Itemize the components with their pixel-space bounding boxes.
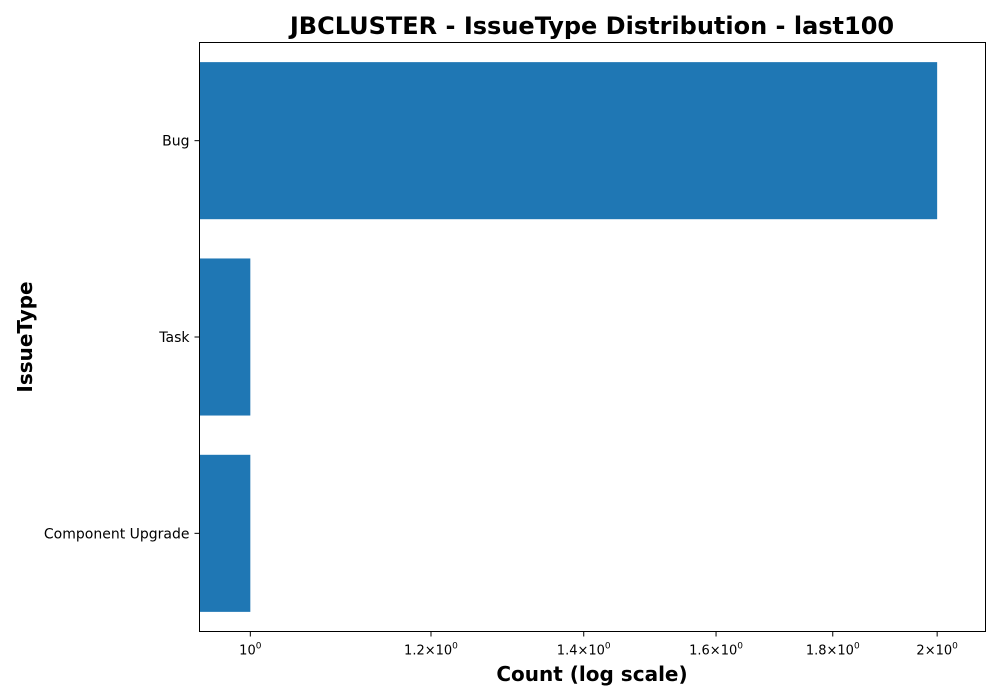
- bar: [199, 62, 938, 220]
- y-tick-label: Bug: [162, 134, 189, 150]
- y-axis-ticks: Bug Task Component Upgrade: [44, 134, 200, 542]
- y-tick-label: Component Upgrade: [44, 526, 190, 542]
- bars-group: [199, 62, 938, 612]
- x-tick-label: 100: [239, 642, 262, 659]
- x-tick-label: 2×100: [916, 642, 958, 659]
- x-tick-label: 1.6×100: [689, 642, 743, 659]
- x-axis-label: Count (log scale): [496, 662, 687, 686]
- y-tick-label: Task: [158, 330, 190, 346]
- bar: [199, 454, 251, 612]
- chart-title: JBCLUSTER - IssueType Distribution - las…: [288, 12, 894, 40]
- x-axis-ticks: 100 1.2×100 1.4×100 1.6×100 1.8×100 2×100: [239, 631, 958, 659]
- y-axis-label: IssueType: [13, 281, 37, 392]
- x-tick-label: 1.4×100: [557, 642, 611, 659]
- x-tick-label: 1.2×100: [404, 642, 458, 659]
- bar: [199, 258, 251, 416]
- x-tick-label: 1.8×100: [806, 642, 860, 659]
